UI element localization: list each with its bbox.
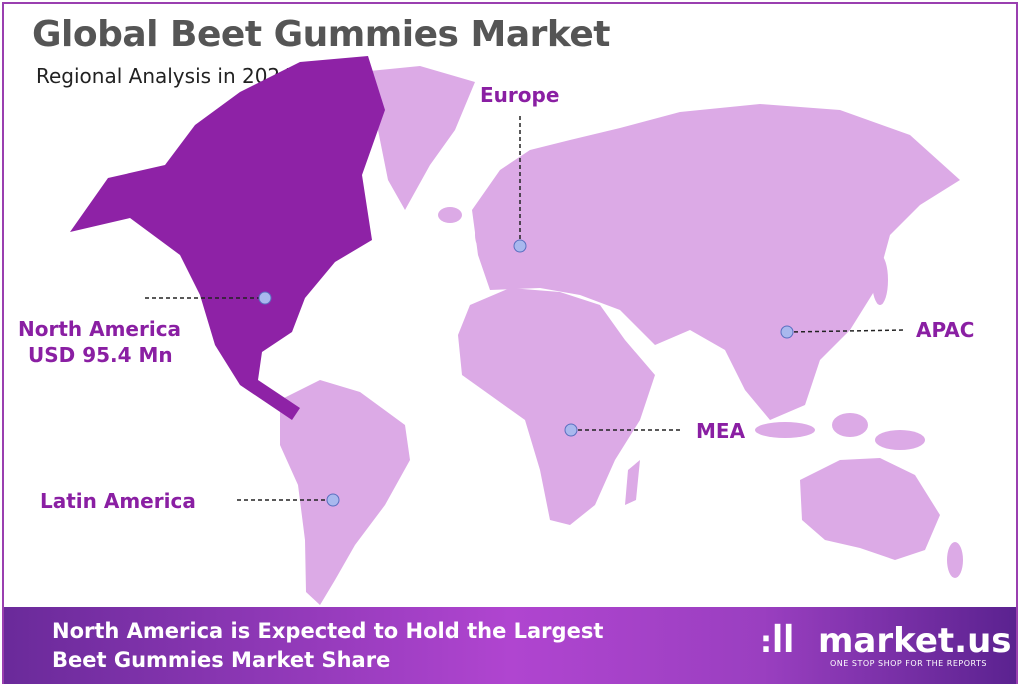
label-mea: MEA [696, 419, 746, 443]
brand-name: market.us [818, 621, 1012, 661]
new-zealand [947, 542, 963, 578]
footer-banner: North America is Expected to Hold the La… [4, 607, 1016, 684]
new-guinea [875, 430, 925, 450]
label-europe: Europe [480, 83, 560, 107]
madagascar [625, 460, 640, 505]
footer-line-2: Beet Gummies Market Share [52, 648, 391, 672]
uk [475, 219, 495, 251]
japan [872, 255, 888, 305]
europe-marker [513, 239, 527, 253]
iceland [438, 207, 462, 223]
greenland [360, 66, 475, 210]
page-title: Global Beet Gummies Market [32, 14, 610, 55]
footer-line-1: North America is Expected to Hold the La… [52, 619, 604, 643]
borneo [832, 413, 868, 437]
page-subtitle: Regional Analysis in 2024 [36, 64, 293, 88]
apac-leader-line [786, 329, 906, 333]
mea-marker [564, 423, 578, 437]
label-latin-america: Latin America [40, 489, 196, 513]
indonesia [755, 422, 815, 438]
brand-tagline: ONE STOP SHOP FOR THE REPORTS [830, 659, 987, 668]
region-europe-asia [472, 104, 960, 420]
region-africa [458, 288, 655, 525]
apac-marker [780, 325, 794, 339]
label-apac: APAC [916, 318, 975, 342]
region-south-america [280, 380, 410, 605]
market-us-logo-icon: :ꟾꟾ [760, 625, 795, 660]
latin-america-marker [326, 493, 340, 507]
region-north-america [70, 56, 385, 420]
footer-text: North America is Expected to Hold the La… [52, 617, 603, 675]
region-australia [800, 458, 940, 560]
label-north-america: North America [18, 317, 182, 341]
north-america-marker [258, 291, 272, 305]
label-north-america-value: USD 95.4 Mn [28, 343, 173, 367]
